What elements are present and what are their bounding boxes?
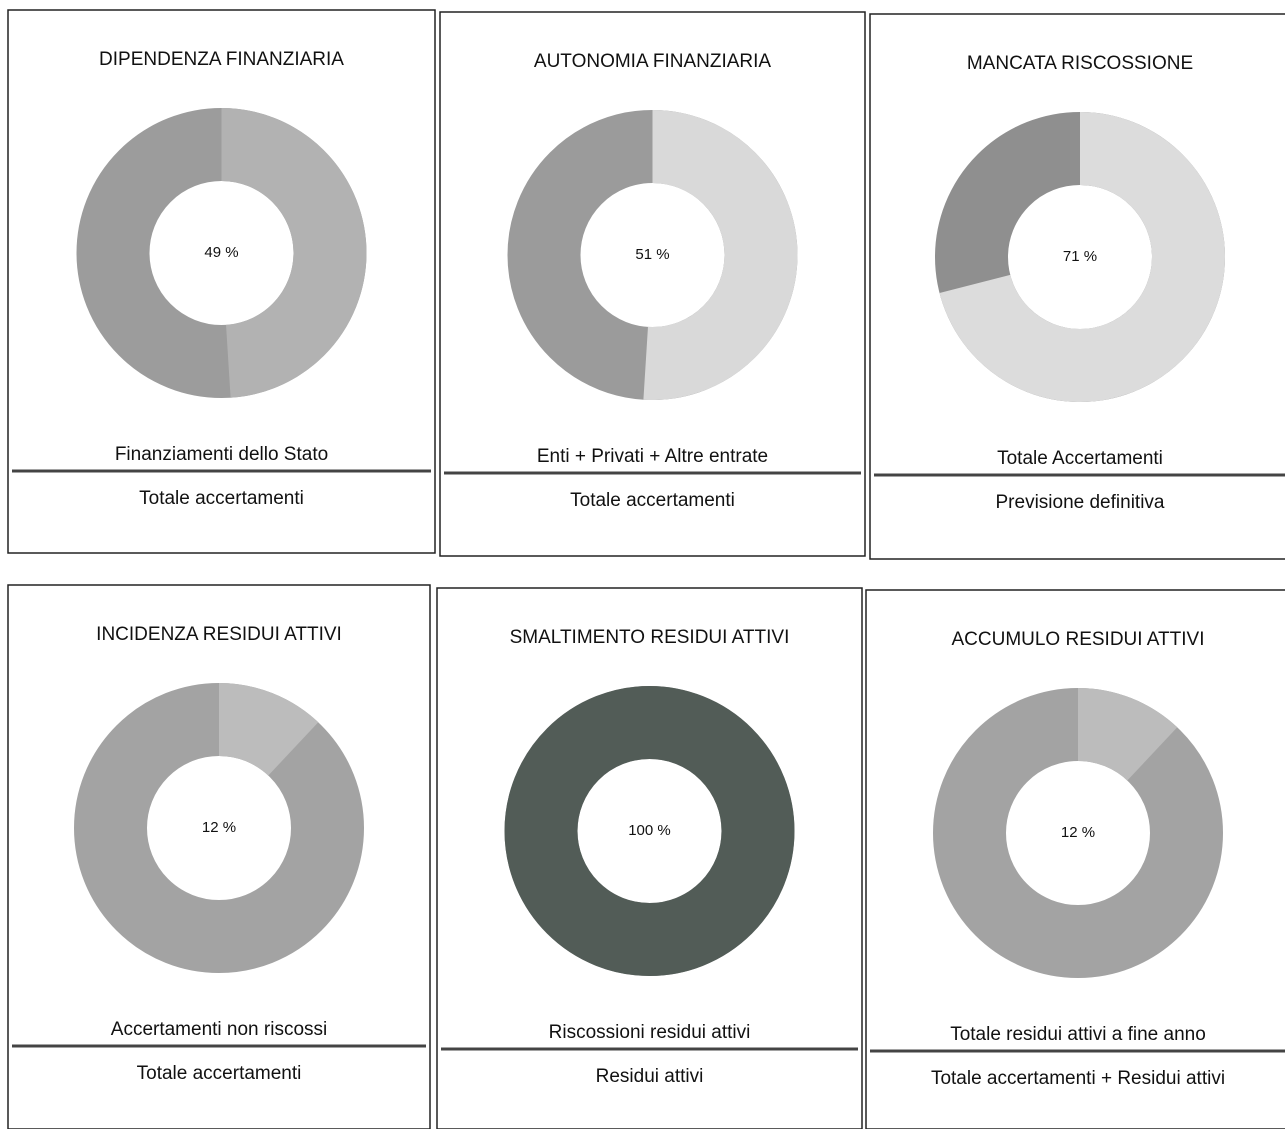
numerator-label: Enti + Privati + Altre entrate [537, 446, 768, 467]
center-label: 71 % [1063, 248, 1097, 265]
center-label: 51 % [635, 246, 669, 263]
donut-segment [1078, 688, 1178, 781]
numerator-label: Finanziamenti dello Stato [115, 444, 328, 465]
denominator-label: Totale accertamenti [139, 488, 304, 509]
card: INCIDENZA RESIDUI ATTIVI 12 % Accertamenti… [7, 584, 431, 1129]
donut-segment [219, 683, 319, 776]
denominator-label: Residui attivi [596, 1066, 704, 1087]
center-label: 12 % [1061, 824, 1095, 841]
card: SMALTIMENTO RESIDUI ATTIVI 100 % Riscossio… [436, 587, 863, 1129]
donut-segment [221, 108, 367, 398]
numerator-label: Accertamenti non riscossi [111, 1019, 327, 1040]
denominator-label: Totale accertamenti + Residui attivi [931, 1068, 1225, 1089]
center-label: 100 % [628, 822, 671, 839]
card-border [7, 584, 431, 1129]
card-title: SMALTIMENTO RESIDUI ATTIVI [510, 627, 790, 648]
denominator-label: Previsione definitiva [996, 492, 1165, 513]
card: AUTONOMIA FINANZIARIA 51 % Enti + Privati … [439, 11, 866, 557]
donut-segment [643, 109, 798, 401]
card-title: ACCUMULO RESIDUI ATTIVI [951, 629, 1204, 650]
donut-segment [504, 686, 795, 976]
card-border [865, 589, 1285, 1129]
card: MANCATA RISCOSSIONE 71 % Totale Accertamen… [869, 13, 1285, 560]
card-border [439, 11, 866, 557]
center-label: 12 % [202, 819, 236, 836]
numerator-label: Totale residui attivi a fine anno [950, 1024, 1206, 1045]
card-title: DIPENDENZA FINANZIARIA [99, 49, 344, 70]
numerator-label: Totale Accertamenti [997, 448, 1163, 469]
card-border [7, 9, 436, 554]
center-label: 49 % [204, 244, 238, 261]
card-title: MANCATA RISCOSSIONE [967, 53, 1193, 74]
card-title: AUTONOMIA FINANZIARIA [534, 51, 772, 72]
card-border [869, 13, 1285, 560]
numerator-label: Riscossioni residui attivi [549, 1022, 751, 1043]
card: DIPENDENZA FINANZIARIA 49 % Finanziamenti … [7, 9, 436, 554]
denominator-label: Totale accertamenti [570, 490, 735, 511]
donut-segment [939, 112, 1225, 402]
card-title: INCIDENZA RESIDUI ATTIVI [96, 624, 342, 645]
denominator-label: Totale accertamenti [137, 1063, 302, 1084]
card: ACCUMULO RESIDUI ATTIVI 12 % Totale residu… [865, 589, 1285, 1129]
card-border [436, 587, 863, 1129]
